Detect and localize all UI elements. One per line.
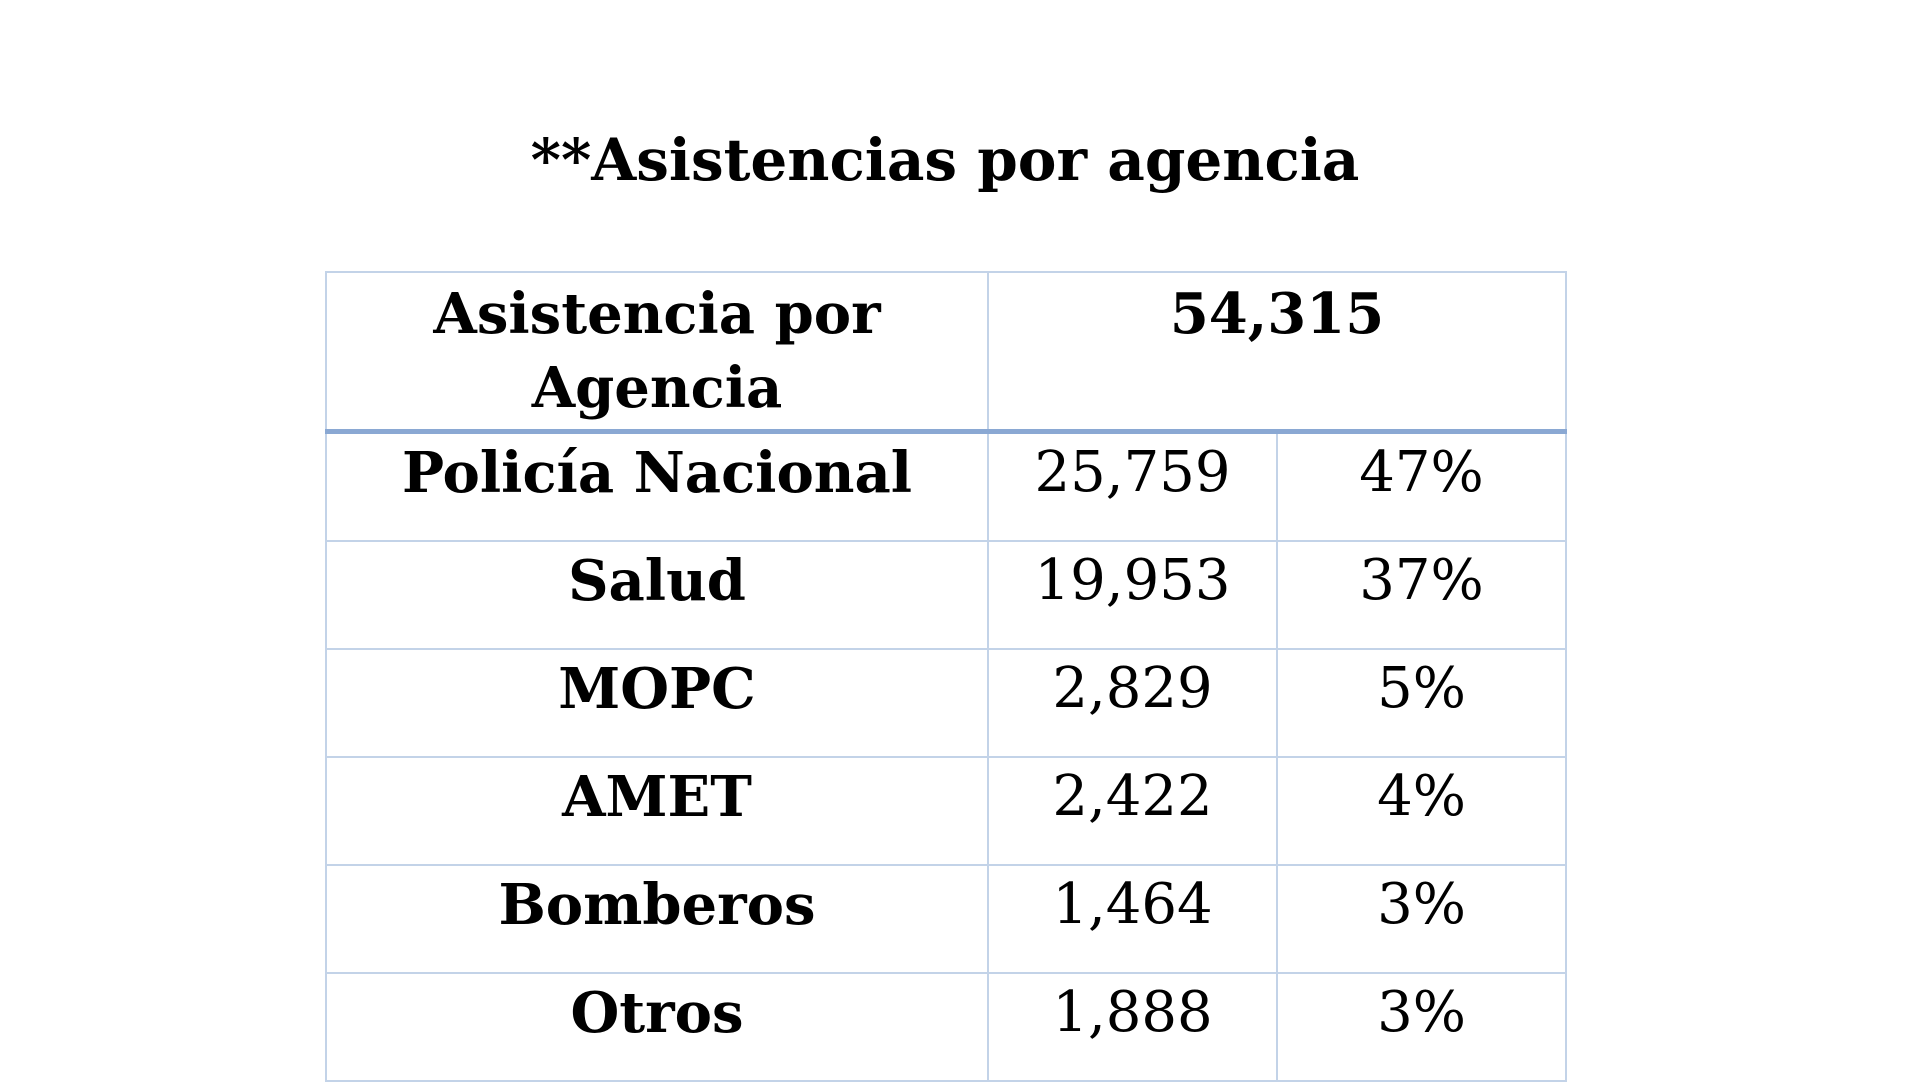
agency-assistance-table: Asistencia por Agencia 54,315 Policía Na… — [325, 271, 1568, 1082]
agency-name-cell: Bomberos — [325, 864, 989, 974]
agency-count-cell: 1,888 — [987, 972, 1278, 1082]
agency-percent-cell: 37% — [1275, 540, 1568, 650]
agency-name-cell: AMET — [325, 756, 989, 866]
table-row: MOPC 2,829 5% — [325, 648, 1568, 758]
table-header-row: Asistencia por Agencia 54,315 — [325, 271, 1568, 434]
header-label-line2: Agencia — [531, 355, 783, 421]
document-title: **Asistencias por agencia — [530, 126, 1360, 194]
agency-name-cell: Salud — [325, 540, 989, 650]
agency-name-cell: Policía Nacional — [325, 430, 989, 542]
agency-percent-cell: 3% — [1275, 864, 1568, 974]
table-row: Salud 19,953 37% — [325, 540, 1568, 650]
agency-count-cell: 2,422 — [987, 756, 1278, 866]
table-row: Otros 1,888 3% — [325, 972, 1568, 1082]
header-label-cell: Asistencia por Agencia — [325, 271, 989, 434]
agency-count-cell: 2,829 — [987, 648, 1278, 758]
table-row: Bomberos 1,464 3% — [325, 864, 1568, 974]
agency-percent-cell: 4% — [1275, 756, 1568, 866]
agency-count-cell: 19,953 — [987, 540, 1278, 650]
agency-percent-cell: 3% — [1275, 972, 1568, 1082]
agency-name-cell: Otros — [325, 972, 989, 1082]
table-row: Policía Nacional 25,759 47% — [325, 430, 1568, 542]
agency-count-cell: 1,464 — [987, 864, 1278, 974]
header-label-line1: Asistencia por — [433, 281, 881, 347]
header-total-cell: 54,315 — [986, 271, 1568, 434]
table-row: AMET 2,422 4% — [325, 756, 1568, 866]
agency-percent-cell: 47% — [1275, 430, 1568, 542]
agency-name-cell: MOPC — [325, 648, 989, 758]
agency-percent-cell: 5% — [1275, 648, 1568, 758]
agency-count-cell: 25,759 — [987, 430, 1278, 542]
